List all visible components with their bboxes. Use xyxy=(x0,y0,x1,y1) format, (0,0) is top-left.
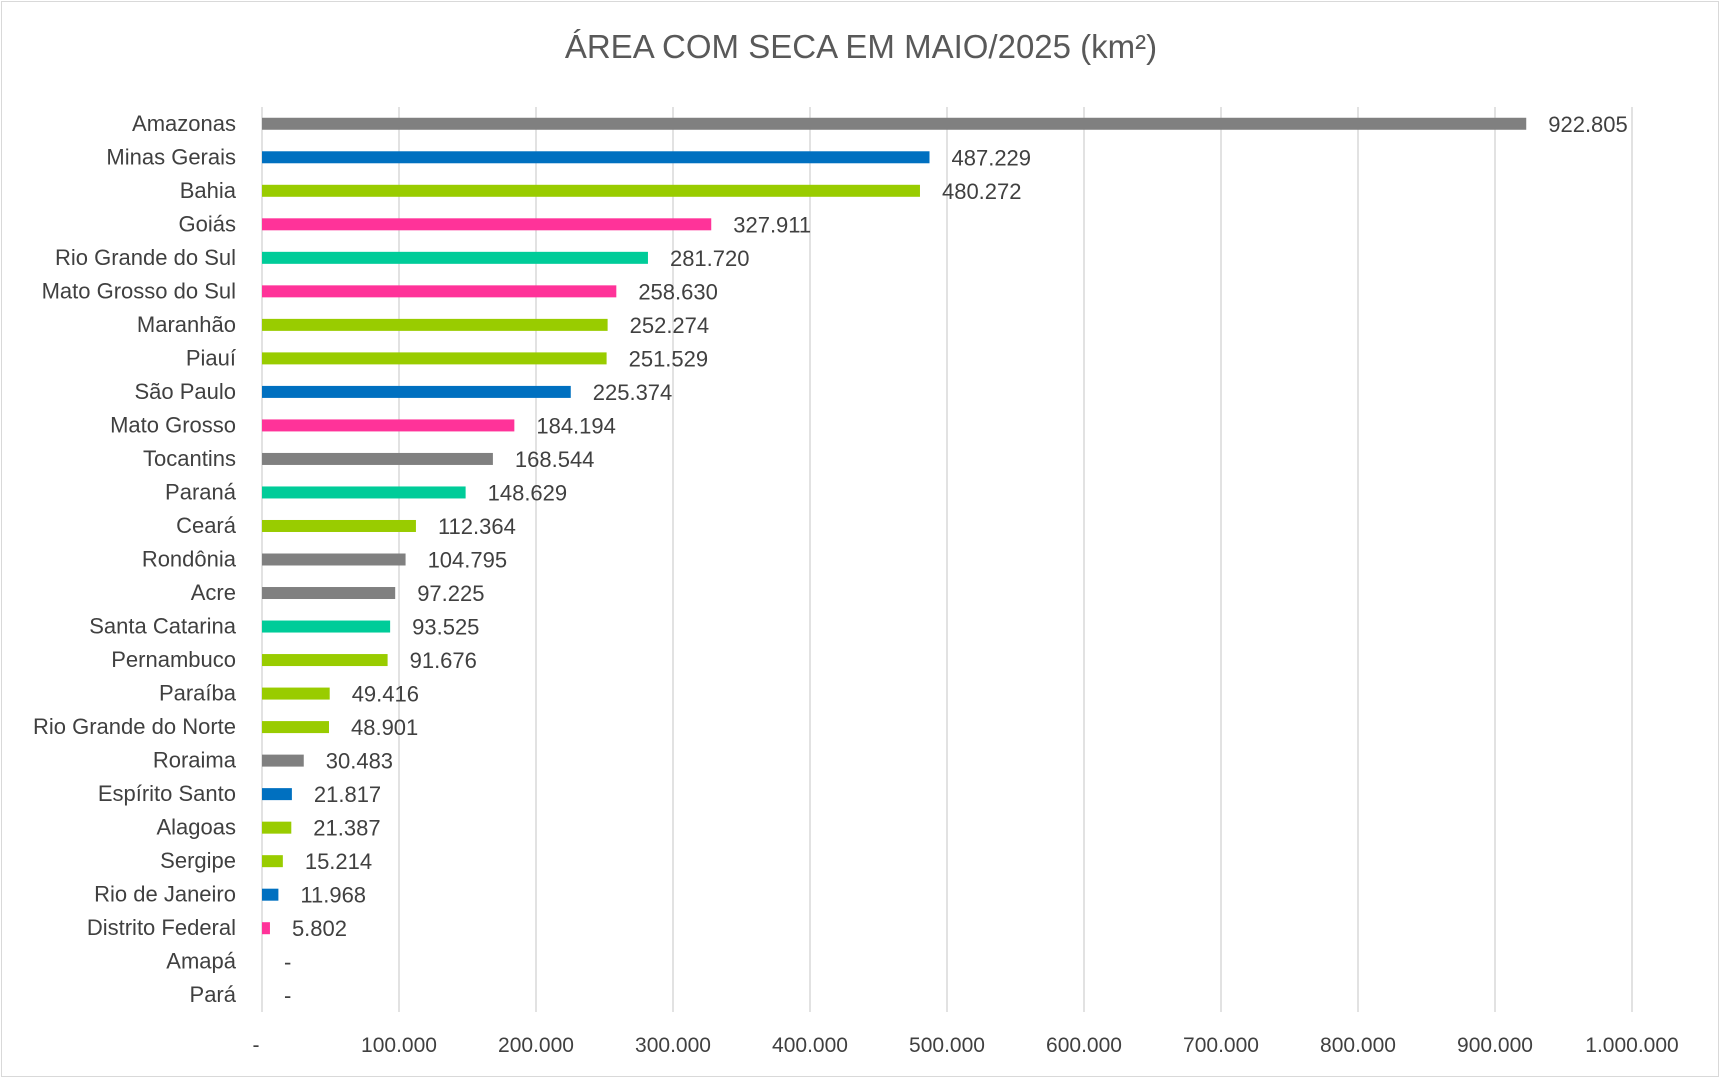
data-label: 30.483 xyxy=(326,749,393,774)
bar xyxy=(262,922,270,935)
x-tick-label: 300.000 xyxy=(635,1034,711,1057)
x-tick-label: 200.000 xyxy=(498,1034,574,1057)
data-label: 225.374 xyxy=(593,380,673,405)
data-label: 15.214 xyxy=(305,849,372,874)
data-label: 5.802 xyxy=(292,916,347,941)
category-label: Espírito Santo xyxy=(98,781,236,806)
bar xyxy=(262,419,515,432)
bar xyxy=(262,452,493,465)
category-label: Rondônia xyxy=(142,547,237,572)
x-tick-label: 500.000 xyxy=(909,1034,985,1057)
bar xyxy=(262,654,388,667)
bar xyxy=(262,218,712,231)
category-label: Minas Gerais xyxy=(106,144,236,169)
category-label: Amapá xyxy=(166,949,236,974)
bar xyxy=(262,754,304,767)
data-label: 148.629 xyxy=(488,480,568,505)
category-label: São Paulo xyxy=(134,379,236,404)
data-label: 168.544 xyxy=(515,447,595,472)
data-label: 258.630 xyxy=(638,279,718,304)
data-label: 112.364 xyxy=(438,514,516,539)
category-label: Maranhão xyxy=(137,312,236,337)
bar xyxy=(262,385,571,398)
bar xyxy=(262,151,930,164)
data-label: 91.676 xyxy=(410,648,477,673)
category-label: Alagoas xyxy=(156,815,236,840)
bar xyxy=(262,821,292,834)
bar xyxy=(262,587,396,600)
data-label: 251.529 xyxy=(629,346,709,371)
data-label: 252.274 xyxy=(630,313,710,338)
data-label: 48.901 xyxy=(351,715,418,740)
data-label: 11.968 xyxy=(300,883,366,908)
bar xyxy=(262,285,617,298)
x-tick-label: 900.000 xyxy=(1457,1034,1533,1057)
x-tick-label: 100.000 xyxy=(361,1034,437,1057)
x-tick-label: 600.000 xyxy=(1046,1034,1122,1057)
chart-title: ÁREA COM SECA EM MAIO/2025 (km²) xyxy=(564,28,1158,65)
bar xyxy=(262,352,607,365)
x-tick-label: 800.000 xyxy=(1320,1034,1396,1057)
category-label: Sergipe xyxy=(160,848,236,873)
x-tick-label: 1.000.000 xyxy=(1585,1034,1678,1057)
category-label: Goiás xyxy=(179,211,236,236)
category-label: Tocantins xyxy=(143,446,236,471)
bar xyxy=(262,318,608,331)
data-label: 327.911 xyxy=(733,212,811,237)
bar xyxy=(262,519,416,532)
bar xyxy=(262,855,283,868)
category-label: Mato Grosso do Sul xyxy=(42,278,236,303)
x-tick-label: 700.000 xyxy=(1183,1034,1259,1057)
category-label: Mato Grosso xyxy=(110,412,236,437)
data-label: 97.225 xyxy=(417,581,484,606)
bar xyxy=(262,721,329,734)
data-label: 49.416 xyxy=(352,682,419,707)
category-label: Piauí xyxy=(186,345,236,370)
bar xyxy=(262,184,920,197)
category-label: Ceará xyxy=(176,513,237,538)
bar xyxy=(262,486,466,499)
category-label: Rio Grande do Sul xyxy=(55,245,236,270)
data-label: 480.272 xyxy=(942,179,1022,204)
data-label: 487.229 xyxy=(952,145,1032,170)
category-label: Pará xyxy=(190,982,237,1007)
category-label: Paraná xyxy=(165,479,237,504)
category-label: Rio Grande do Norte xyxy=(33,714,236,739)
data-label: 104.795 xyxy=(428,548,508,573)
data-label: 281.720 xyxy=(670,246,750,271)
category-label: Amazonas xyxy=(132,111,236,136)
category-label: Distrito Federal xyxy=(87,915,236,940)
bar xyxy=(262,251,648,264)
category-label: Rio de Janeiro xyxy=(94,882,236,907)
bar xyxy=(262,687,330,700)
category-label: Santa Catarina xyxy=(89,614,237,639)
category-label: Bahia xyxy=(180,178,237,203)
bar xyxy=(262,888,279,901)
x-tick-label: - xyxy=(253,1034,260,1057)
category-label: Acre xyxy=(191,580,236,605)
bar xyxy=(262,117,1527,130)
data-label: - xyxy=(284,950,291,975)
data-label: 21.817 xyxy=(314,782,381,807)
data-label: 922.805 xyxy=(1548,112,1628,137)
category-label: Roraima xyxy=(153,748,237,773)
x-tick-label: 400.000 xyxy=(772,1034,848,1057)
category-label: Paraíba xyxy=(159,681,237,706)
bar xyxy=(262,620,391,633)
data-label: 184.194 xyxy=(536,413,616,438)
bar xyxy=(262,553,406,566)
category-label: Pernambuco xyxy=(111,647,236,672)
data-label: 21.387 xyxy=(313,816,380,841)
data-label: - xyxy=(284,983,291,1008)
bar xyxy=(262,788,292,801)
data-label: 93.525 xyxy=(412,615,479,640)
